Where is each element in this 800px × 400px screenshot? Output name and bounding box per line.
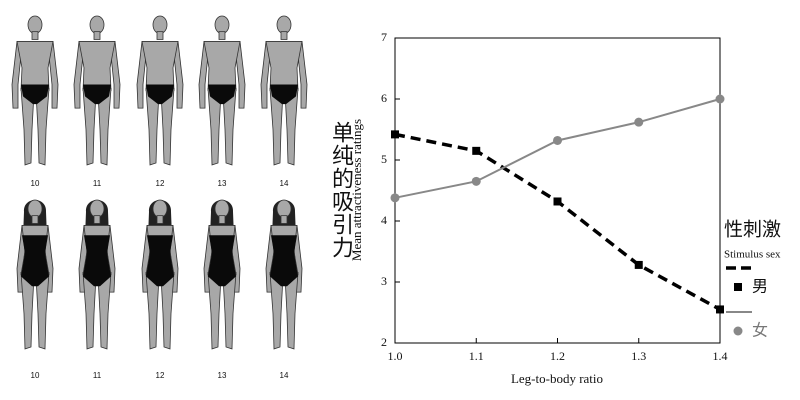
neck (156, 215, 164, 224)
figure-label: 14 (280, 371, 289, 380)
body-silhouettes: 10 11 12 13 14 10 11 12 13 14 (11, 15, 308, 380)
point (634, 117, 644, 127)
y-tick-label: 2 (381, 335, 387, 349)
y-tick-label: 4 (381, 213, 387, 227)
neck (280, 31, 288, 40)
x-axis-label: Leg-to-body ratio (511, 371, 603, 386)
figure-label: 11 (93, 179, 102, 188)
briefs (208, 84, 236, 105)
figure-label: 12 (156, 179, 165, 188)
legend-marker (733, 326, 743, 336)
torso (203, 41, 241, 91)
y-tick-label: 6 (381, 91, 387, 105)
torso (265, 41, 303, 91)
neck (156, 31, 164, 40)
briefs (146, 84, 174, 105)
point (471, 176, 481, 186)
y-tick-label: 3 (381, 274, 387, 288)
male-figure (198, 15, 246, 166)
head (152, 15, 168, 34)
y-tick-label: 7 (381, 30, 387, 44)
head (214, 199, 230, 218)
swimsuit (83, 235, 111, 287)
head (89, 199, 105, 218)
head (27, 15, 43, 34)
figure-label: 11 (93, 371, 102, 380)
male-figure (260, 15, 308, 166)
neck (93, 215, 101, 224)
male-figure (11, 15, 59, 166)
briefs (21, 84, 49, 105)
head (152, 199, 168, 218)
torso (78, 41, 116, 91)
swimsuit (270, 235, 298, 287)
annotation-vertical: 单纯的吸引力 (328, 121, 354, 259)
y-axis-label: Mean attractiveness ratings (349, 119, 364, 261)
point (472, 146, 481, 155)
head (276, 15, 292, 34)
torso (16, 41, 54, 91)
figure-label: 12 (156, 371, 165, 380)
figure-label: 10 (31, 371, 40, 380)
briefs (83, 84, 111, 105)
point (553, 135, 562, 145)
neck (31, 215, 39, 224)
swimsuit (21, 235, 49, 287)
swimsuit (208, 235, 236, 287)
female-figure (203, 199, 241, 350)
figure-label: 14 (280, 179, 289, 188)
legend-marker (734, 283, 742, 291)
legend-annotation: 性刺激 (724, 219, 781, 241)
female-figure (16, 199, 54, 350)
x-tick-label: 1.4 (713, 349, 728, 363)
point (390, 193, 400, 203)
plot-frame (394, 37, 721, 344)
figure-label: 13 (218, 371, 227, 380)
x-tick-label: 1.1 (469, 349, 484, 363)
series-line (394, 132, 721, 311)
x-tick-label: 1.0 (388, 349, 403, 363)
briefs (270, 84, 298, 105)
head (276, 199, 292, 218)
female-figure (141, 199, 179, 350)
neck (218, 215, 226, 224)
point (634, 260, 643, 269)
figure-label: 10 (31, 179, 40, 188)
torso (141, 41, 179, 91)
neck (31, 31, 39, 40)
figure-label: 13 (218, 179, 227, 188)
head (214, 15, 230, 34)
point (391, 130, 399, 139)
y-tick-label: 5 (381, 152, 387, 166)
point (715, 94, 725, 104)
head (89, 15, 105, 34)
point (716, 305, 724, 314)
x-tick-label: 1.3 (631, 349, 646, 363)
x-tick-label: 1.2 (550, 349, 565, 363)
legend-label: 女 (752, 321, 768, 340)
neck (280, 215, 288, 224)
swimsuit (146, 235, 174, 287)
male-figure (73, 15, 121, 166)
legend-title: Stimulus sex (724, 249, 781, 261)
female-figure (78, 199, 116, 350)
point (553, 197, 562, 206)
legend-label: 男 (752, 277, 768, 296)
female-figure (265, 199, 303, 350)
head (27, 199, 43, 218)
neck (93, 31, 101, 40)
series-line (394, 98, 721, 199)
neck (218, 31, 226, 40)
male-figure (136, 15, 184, 166)
